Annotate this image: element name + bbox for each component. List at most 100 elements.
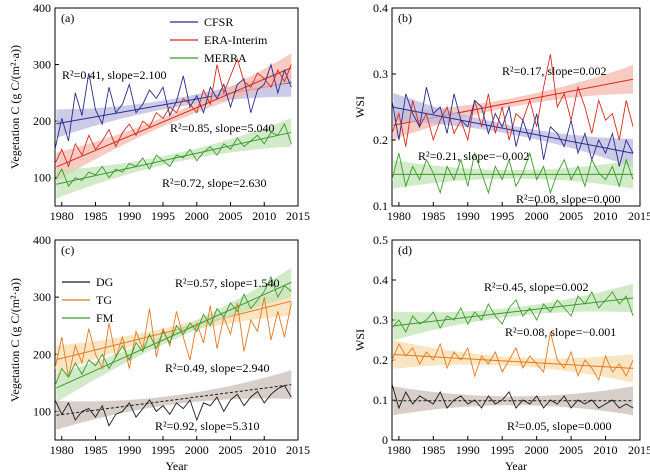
panel-label: (a): [61, 11, 74, 25]
series-line-tg: [54, 297, 292, 378]
fit-annotation: R²=0.08, slope=0.000: [516, 192, 620, 206]
x-tick-label: 2005: [559, 209, 583, 223]
y-tick-label: 0.3: [373, 67, 388, 81]
fit-annotation: R²=0.49, slope=2.940: [165, 361, 269, 375]
y-tick-label: 400: [33, 233, 51, 247]
x-tick-label: 2015: [628, 443, 650, 457]
x-tick-label: 1980: [50, 209, 74, 223]
fit-annotation: R²=0.45, slope=0.002: [484, 280, 588, 294]
fit-annotation: R²=0.17, slope=0.002: [502, 64, 606, 78]
y-tick-label: 300: [33, 58, 51, 72]
x-tick-label: 2010: [594, 443, 618, 457]
chart-panel-3: 100 200 300 400 1980 1985 1990 1995 2000 2005 2010…: [8, 233, 310, 473]
y-tick-label: 0.5: [373, 233, 388, 247]
x-tick-label: 2015: [628, 209, 650, 223]
trend-line-dg: [56, 384, 292, 416]
panel-label: (b): [398, 11, 412, 25]
chart-panel-4: 0 0.1 0.2 0.3 0.4 0.5 1980 1985 1990 1995 2000 2005…: [353, 233, 650, 473]
series-line-dg: [54, 385, 292, 427]
series-line-fm: [54, 275, 292, 386]
plot-frame: [391, 239, 641, 441]
x-axis-label: Year: [165, 459, 187, 473]
x-tick-label: 1985: [421, 209, 445, 223]
y-tick-label: 200: [33, 114, 51, 128]
y-tick-label: 0.2: [373, 133, 388, 147]
x-tick-label: 2010: [252, 209, 276, 223]
y-tick-label: 200: [33, 347, 51, 361]
x-tick-label: 2005: [219, 209, 243, 223]
series-line-dg: [391, 383, 634, 410]
series-line-merra: [54, 122, 292, 188]
x-tick-label: 1980: [387, 209, 411, 223]
series-line-fm: [391, 290, 634, 334]
fit-annotation: R²=0.08, slope=−0.001: [505, 325, 616, 339]
plot-frame: [54, 7, 299, 207]
x-tick-label: 1980: [387, 443, 411, 457]
y-tick-label: 0.4: [373, 1, 388, 15]
x-tick-label: 1985: [421, 443, 445, 457]
series-line-merra: [391, 151, 634, 195]
y-axis-label: WSI: [353, 329, 367, 351]
series-line-cfsr: [391, 87, 634, 167]
x-tick-label: 1985: [84, 443, 108, 457]
x-axis-label: Year: [505, 459, 527, 473]
legend: CFSR ERA-Interim MERRA: [170, 15, 268, 65]
x-tick-label: 2000: [525, 209, 549, 223]
legend-label: DG: [96, 275, 114, 289]
legend: DG TG FM: [62, 275, 114, 325]
chart-panel-1: 100 200 300 400 1980 1985 1990 1995 2000 2005 2010…: [8, 1, 310, 223]
legend-label: CFSR: [204, 15, 233, 29]
fit-annotation: R²=0.92, slope=5.310: [155, 419, 259, 433]
x-tick-label: 1990: [456, 209, 480, 223]
x-tick-label: 2015: [286, 209, 310, 223]
x-tick-label: 1990: [456, 443, 480, 457]
fit-annotation: R²=0.05, slope=0.000: [507, 419, 611, 433]
fit-annotation: R²=0.72, slope=2.630: [162, 176, 266, 190]
trend-line-tg: [393, 353, 634, 369]
legend-label: MERRA: [204, 51, 247, 65]
fit-annotation: R²=0.57, slope=1.540: [175, 276, 279, 290]
panel-label: (d): [398, 243, 412, 257]
fit-annotation: R²=0.21, slope=−0.002: [418, 149, 529, 163]
x-tick-label: 2000: [185, 209, 209, 223]
y-tick-label: 0: [382, 433, 388, 447]
x-tick-label: 1995: [490, 209, 514, 223]
series-line-era-interim: [54, 57, 292, 168]
x-tick-label: 1990: [117, 209, 141, 223]
panel-label: (c): [61, 243, 74, 257]
fit-annotation: R²=0.41, slope=2.100: [62, 68, 166, 82]
y-tick-label: 100: [33, 404, 51, 418]
trend-line-fm: [56, 281, 292, 389]
y-tick-label: 0.3: [373, 313, 388, 327]
legend-label: FM: [96, 311, 114, 325]
y-axis-label: Vegetation C (g C/(m²·a)): [8, 278, 22, 402]
y-tick-label: 0.4: [373, 273, 388, 287]
y-axis-label: WSI: [353, 96, 367, 118]
x-tick-label: 1995: [490, 443, 514, 457]
x-tick-label: 2000: [525, 443, 549, 457]
legend-label: TG: [96, 293, 112, 307]
y-axis-label: Vegetation C (g C/(m²·a)): [8, 45, 22, 169]
y-tick-label: 0.1: [373, 199, 388, 213]
plot-frame: [54, 239, 299, 441]
plot-frame: [391, 7, 641, 207]
trend-line-merra: [56, 131, 292, 185]
trend-line-fm: [393, 297, 634, 327]
trend-line-tg: [56, 300, 292, 361]
x-tick-label: 2010: [594, 209, 618, 223]
y-tick-label: 0.1: [373, 393, 388, 407]
x-tick-label: 1995: [151, 209, 175, 223]
series-line-tg: [391, 331, 634, 382]
y-tick-label: 100: [33, 171, 51, 185]
confidence-band-dg: [56, 370, 292, 430]
y-tick-label: 300: [33, 290, 51, 304]
series-line-cfsr: [54, 62, 292, 150]
x-tick-label: 2010: [252, 443, 276, 457]
x-tick-label: 2005: [559, 443, 583, 457]
chart-panel-2: 0.1 0.2 0.3 0.4 1980 1985 1990 1995 2000 2005 2010…: [353, 1, 650, 223]
x-tick-label: 2000: [185, 443, 209, 457]
fit-annotation: R²=0.85, slope=5.040: [170, 121, 274, 135]
y-tick-label: 400: [33, 1, 51, 15]
x-tick-label: 2015: [286, 443, 310, 457]
